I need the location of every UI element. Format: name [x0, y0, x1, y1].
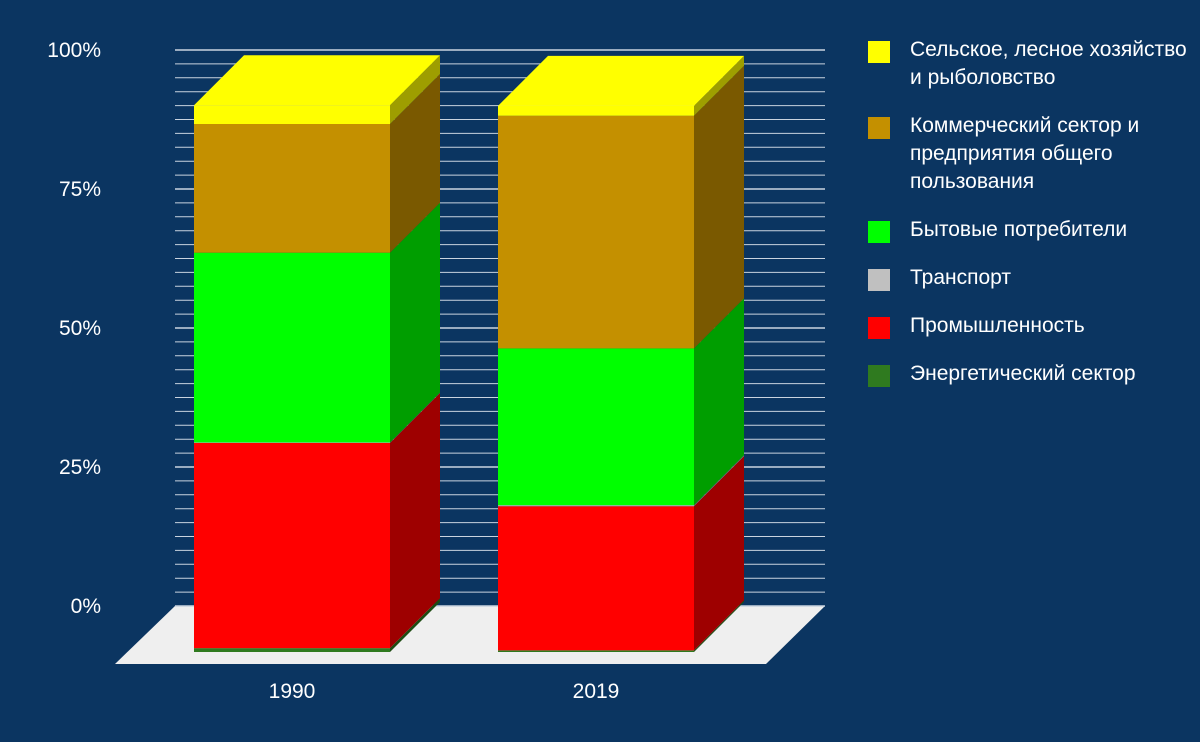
x-axis-labels: 1990 2019	[269, 680, 620, 703]
legend-swatch	[868, 221, 890, 243]
bar-segment	[194, 442, 390, 443]
bar-2019	[498, 55, 744, 652]
legend-item: Промышленность	[868, 312, 1188, 340]
bar-segment-side	[390, 392, 440, 443]
bar-segment-side	[390, 202, 440, 443]
bar-segment	[498, 506, 694, 651]
bar-segment-side	[694, 456, 744, 651]
bar-segment	[498, 505, 694, 507]
y-tick-label: 100%	[47, 39, 101, 62]
legend-label: Промышленность	[910, 314, 1085, 337]
bar-segment	[194, 648, 390, 652]
bar-1990	[194, 55, 440, 652]
bars	[194, 55, 744, 652]
legend-item: Энергетический сектор	[868, 360, 1188, 388]
legend-swatch	[868, 365, 890, 387]
y-tick-label: 75%	[59, 178, 101, 201]
bar-segment-side	[694, 298, 744, 506]
y-tick-label: 25%	[59, 456, 101, 479]
bar-segment	[498, 650, 694, 652]
bar-top	[194, 55, 440, 106]
legend-label: Сельское, лесное хозяйство и рыболовство	[910, 38, 1187, 89]
legend-label: Энергетический сектор	[910, 362, 1136, 385]
legend-label: Коммерческий сектор и предприятия общего…	[910, 114, 1140, 193]
bar-segment-side	[694, 455, 744, 507]
legend-swatch	[868, 317, 890, 339]
legend-swatch	[868, 269, 890, 291]
bar-segment-side	[694, 600, 744, 652]
legend-item: Транспорт	[868, 264, 1188, 292]
bar-segment	[498, 115, 694, 349]
y-axis-ticks: 0% 25% 50% 75% 100%	[47, 39, 101, 618]
legend-item: Сельское, лесное хозяйство и рыболовство	[868, 36, 1188, 92]
bar-segment-side	[390, 393, 440, 649]
legend-swatch	[868, 117, 890, 139]
legend-label: Бытовые потребители	[910, 218, 1128, 241]
bar-segment-side	[390, 55, 440, 124]
bar-segment-side	[694, 65, 744, 349]
bar-segment	[498, 348, 694, 506]
bar-segment	[194, 252, 390, 443]
bar-segment-side	[390, 598, 440, 652]
bar-segment	[194, 124, 390, 253]
bar-segment	[194, 105, 390, 124]
bar-segment	[194, 443, 390, 649]
bar-top	[498, 55, 744, 106]
legend-label: Транспорт	[910, 266, 1011, 289]
bar-segment	[498, 105, 694, 116]
legend-item: Бытовые потребители	[868, 216, 1188, 244]
bar-segment-side	[694, 55, 744, 116]
y-tick-label: 0%	[71, 595, 101, 618]
x-tick-label: 2019	[573, 680, 620, 703]
legend-swatch	[868, 41, 890, 63]
legend-item: Коммерческий сектор и предприятия общего…	[868, 112, 1188, 196]
x-tick-label: 1990	[269, 680, 316, 703]
bar-segment-side	[390, 74, 440, 253]
legend: Сельское, лесное хозяйство и рыболовство…	[868, 36, 1188, 388]
y-tick-label: 50%	[59, 317, 101, 340]
